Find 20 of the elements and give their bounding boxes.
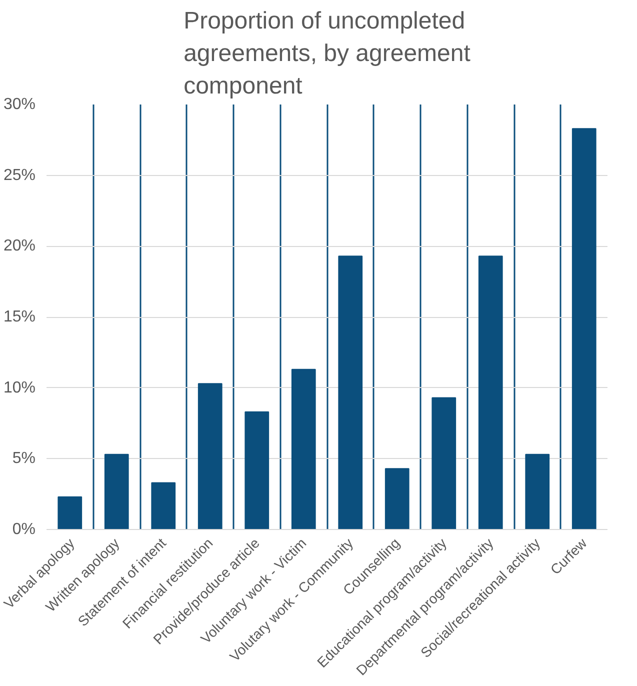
bar [104,454,129,530]
y-tick-label: 5% [12,450,36,468]
bar [384,468,410,530]
bar [151,482,176,530]
chart-title: Proportion of uncompleted agreements, by agreement component [184,8,471,100]
bar [58,496,82,530]
bar [338,256,363,530]
bar [478,256,503,530]
bar [572,128,596,530]
y-tick-label: 0% [12,521,36,538]
bar [291,368,316,530]
bar [432,397,456,530]
y-tick-label: 25% [3,166,36,184]
bar [244,411,270,530]
bar [198,383,222,530]
y-tick-label: 30% [3,96,36,113]
y-tick-label: 20% [3,238,36,255]
y-tick-label: 15% [3,308,36,326]
y-tick-label: 10% [3,379,36,396]
bar [525,454,550,530]
